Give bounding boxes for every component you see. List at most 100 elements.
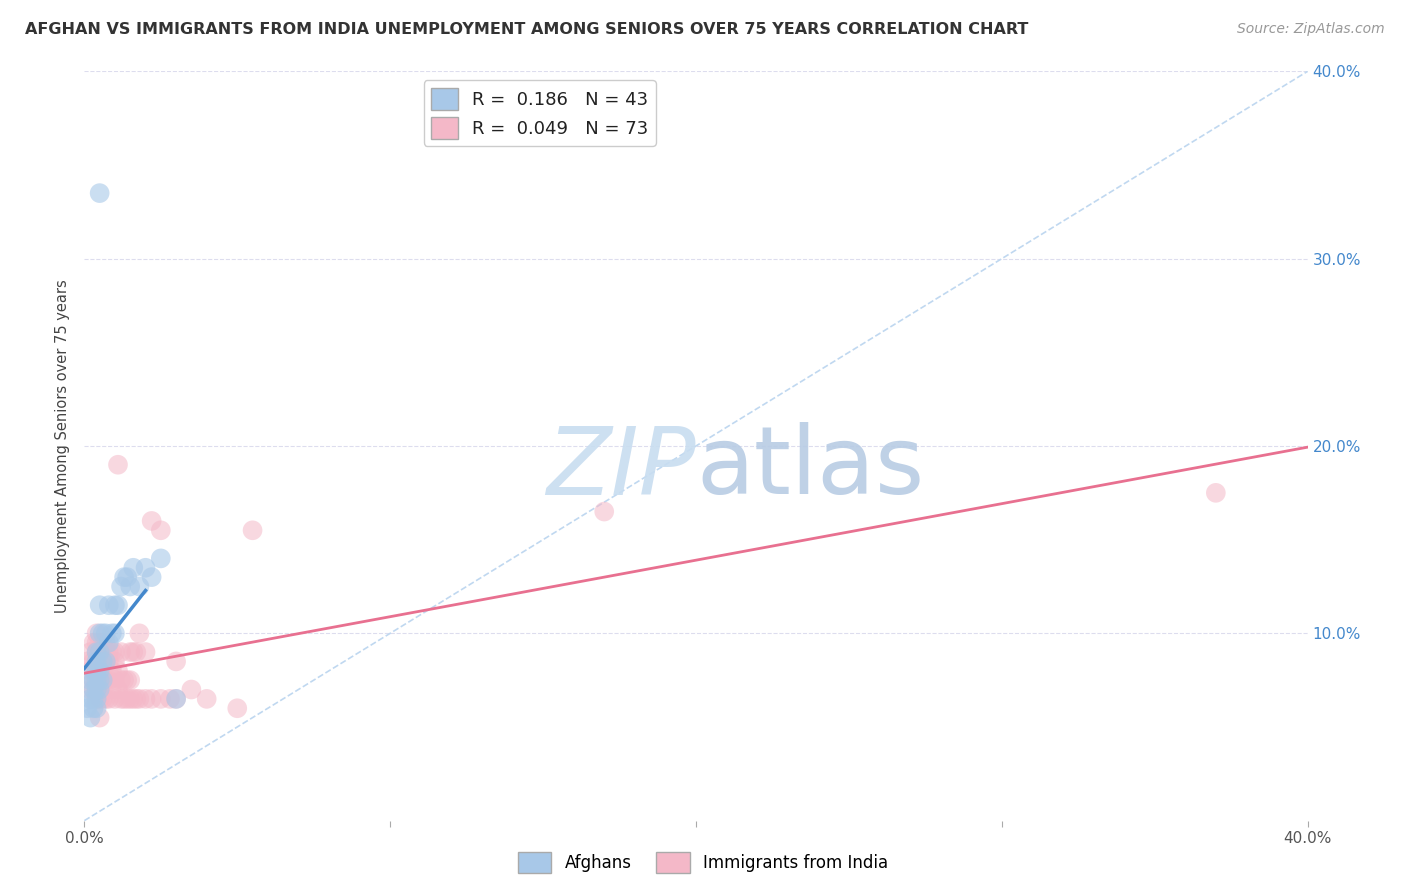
- Afghans: [79, 673, 101, 688]
- Afghans: [89, 186, 111, 201]
- Immigrants from India: [125, 645, 148, 659]
- Immigrants from India: [115, 673, 138, 688]
- Immigrants from India: [94, 655, 117, 669]
- Immigrants from India: [242, 524, 264, 538]
- Immigrants from India: [128, 626, 150, 640]
- Immigrants from India: [135, 645, 157, 659]
- Immigrants from India: [89, 682, 111, 697]
- Afghans: [101, 626, 124, 640]
- Afghans: [83, 682, 105, 697]
- Immigrants from India: [104, 655, 127, 669]
- Immigrants from India: [107, 682, 129, 697]
- Immigrants from India: [79, 645, 101, 659]
- Immigrants from India: [107, 664, 129, 678]
- Immigrants from India: [165, 692, 187, 706]
- Immigrants from India: [149, 692, 172, 706]
- Immigrants from India: [135, 692, 157, 706]
- Afghans: [86, 664, 108, 678]
- Immigrants from India: [89, 692, 111, 706]
- Afghans: [83, 673, 105, 688]
- Afghans: [104, 599, 127, 613]
- Afghans: [120, 580, 142, 594]
- Afghans: [135, 561, 157, 575]
- Immigrants from India: [110, 645, 132, 659]
- Immigrants from India: [89, 645, 111, 659]
- Text: Source: ZipAtlas.com: Source: ZipAtlas.com: [1237, 22, 1385, 37]
- Immigrants from India: [83, 682, 105, 697]
- Afghans: [89, 682, 111, 697]
- Immigrants from India: [120, 673, 142, 688]
- Immigrants from India: [91, 673, 114, 688]
- Afghans: [149, 551, 172, 566]
- Legend: Afghans, Immigrants from India: Afghans, Immigrants from India: [512, 846, 894, 880]
- Immigrants from India: [141, 692, 163, 706]
- Immigrants from India: [112, 692, 135, 706]
- Immigrants from India: [593, 505, 616, 519]
- Immigrants from India: [115, 692, 138, 706]
- Immigrants from India: [86, 645, 108, 659]
- Afghans: [76, 701, 98, 715]
- Afghans: [112, 570, 135, 584]
- Afghans: [86, 645, 108, 659]
- Y-axis label: Unemployment Among Seniors over 75 years: Unemployment Among Seniors over 75 years: [55, 279, 70, 613]
- Afghans: [79, 692, 101, 706]
- Immigrants from India: [79, 664, 101, 678]
- Immigrants from India: [94, 673, 117, 688]
- Text: ZIP: ZIP: [547, 423, 696, 514]
- Immigrants from India: [159, 692, 181, 706]
- Immigrants from India: [89, 710, 111, 724]
- Afghans: [94, 655, 117, 669]
- Legend: R =  0.186   N = 43, R =  0.049   N = 73: R = 0.186 N = 43, R = 0.049 N = 73: [423, 80, 655, 146]
- Afghans: [122, 561, 145, 575]
- Immigrants from India: [195, 692, 218, 706]
- Immigrants from India: [101, 682, 124, 697]
- Immigrants from India: [104, 673, 127, 688]
- Afghans: [86, 682, 108, 697]
- Afghans: [86, 655, 108, 669]
- Afghans: [89, 673, 111, 688]
- Immigrants from India: [97, 692, 120, 706]
- Immigrants from India: [86, 682, 108, 697]
- Afghans: [89, 645, 111, 659]
- Afghans: [97, 599, 120, 613]
- Immigrants from India: [110, 692, 132, 706]
- Afghans: [91, 655, 114, 669]
- Immigrants from India: [91, 655, 114, 669]
- Afghans: [83, 701, 105, 715]
- Afghans: [115, 570, 138, 584]
- Immigrants from India: [89, 635, 111, 649]
- Immigrants from India: [122, 692, 145, 706]
- Afghans: [97, 635, 120, 649]
- Immigrants from India: [94, 635, 117, 649]
- Immigrants from India: [83, 635, 105, 649]
- Immigrants from India: [101, 645, 124, 659]
- Immigrants from India: [125, 692, 148, 706]
- Afghans: [91, 673, 114, 688]
- Immigrants from India: [107, 458, 129, 472]
- Text: atlas: atlas: [696, 423, 924, 515]
- Immigrants from India: [89, 664, 111, 678]
- Afghans: [86, 692, 108, 706]
- Immigrants from India: [120, 692, 142, 706]
- Afghans: [86, 701, 108, 715]
- Afghans: [128, 580, 150, 594]
- Immigrants from India: [149, 524, 172, 538]
- Immigrants from India: [86, 664, 108, 678]
- Immigrants from India: [122, 645, 145, 659]
- Afghans: [107, 599, 129, 613]
- Afghans: [89, 664, 111, 678]
- Immigrants from India: [101, 664, 124, 678]
- Immigrants from India: [180, 682, 202, 697]
- Afghans: [91, 626, 114, 640]
- Immigrants from India: [94, 692, 117, 706]
- Immigrants from India: [112, 673, 135, 688]
- Immigrants from India: [226, 701, 249, 715]
- Immigrants from India: [104, 645, 127, 659]
- Afghans: [110, 580, 132, 594]
- Immigrants from India: [79, 682, 101, 697]
- Immigrants from India: [86, 692, 108, 706]
- Immigrants from India: [83, 673, 105, 688]
- Immigrants from India: [141, 514, 163, 528]
- Immigrants from India: [76, 655, 98, 669]
- Afghans: [165, 692, 187, 706]
